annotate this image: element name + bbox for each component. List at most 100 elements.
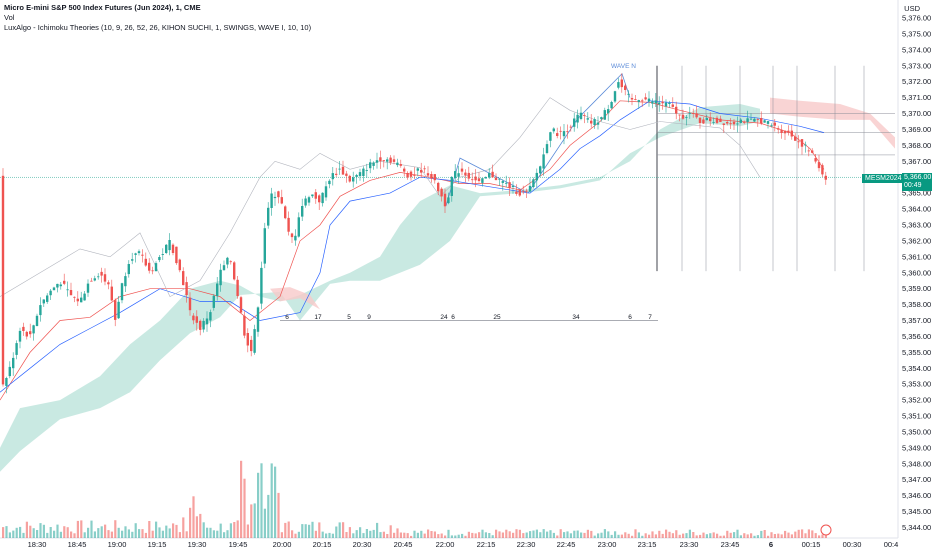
- candle-body: [593, 119, 596, 125]
- volume-bar: [767, 535, 770, 538]
- candle-body: [658, 102, 661, 105]
- volume-bar: [399, 532, 402, 538]
- volume-bar: [226, 530, 229, 538]
- candle-body: [253, 329, 256, 353]
- candle-body: [491, 171, 494, 178]
- ichimoku-cloud: [0, 97, 895, 472]
- price-tick-label: 5,354.00: [902, 364, 931, 373]
- candle-body: [392, 159, 396, 162]
- candle-body: [443, 193, 447, 207]
- candle-body: [739, 119, 742, 123]
- currency-label[interactable]: USD: [904, 4, 920, 13]
- time-tick-label: 22:00: [436, 540, 455, 549]
- candle-body: [692, 113, 695, 114]
- symbol-title[interactable]: Micro E-mini S&P 500 Index Futures (Jun …: [4, 3, 201, 12]
- volume-bar: [141, 529, 144, 538]
- candle-body: [705, 118, 708, 121]
- volume-bar: [433, 531, 436, 538]
- price-tick-label: 5,370.00: [902, 109, 931, 118]
- candle-body: [137, 251, 141, 254]
- last-price-value: 5,366.00: [904, 174, 932, 181]
- volume-bar: [270, 463, 273, 538]
- volume-bar: [508, 531, 511, 538]
- volume-bar: [301, 524, 304, 538]
- candle-body: [35, 315, 39, 326]
- candle-body: [144, 258, 147, 266]
- volume-bar: [53, 530, 56, 538]
- price-tick-label: 5,367.00: [902, 157, 931, 166]
- alert-icon[interactable]: [820, 524, 832, 536]
- candle-body: [641, 100, 644, 102]
- volume-bar: [590, 530, 593, 538]
- candle-body: [749, 118, 753, 120]
- candle-body: [5, 378, 8, 386]
- candle-body: [603, 110, 606, 120]
- candle-body: [573, 118, 576, 127]
- candle-body: [389, 157, 392, 163]
- volume-bar: [457, 534, 460, 538]
- time-axis[interactable]: 18:30 18:45 19:00 19:15 19:30 19:45 20:00 20:15…: [28, 540, 899, 549]
- candle-body: [212, 295, 215, 308]
- candle-body: [794, 136, 797, 141]
- candle-body: [471, 179, 474, 181]
- candle-body: [824, 175, 827, 180]
- volume-bar: [573, 530, 576, 538]
- candle-body: [763, 120, 766, 123]
- candle-body: [399, 164, 402, 166]
- candle-body: [311, 194, 314, 197]
- candle-body: [437, 182, 440, 192]
- candle-body: [100, 271, 103, 276]
- candle-body: [192, 315, 195, 321]
- volume-bar: [804, 533, 807, 538]
- candle-body: [382, 160, 385, 162]
- candle-body: [654, 100, 657, 104]
- volume-bar: [801, 529, 804, 538]
- price-tick-label: 5,353.00: [902, 380, 931, 389]
- candle-body: [29, 331, 32, 335]
- count-label: 17: [314, 314, 322, 321]
- candle-body: [195, 316, 198, 323]
- candle-body: [426, 173, 430, 176]
- volume-bar: [712, 532, 715, 538]
- candle-body: [124, 276, 127, 287]
- volume-bar: [393, 532, 396, 538]
- candle-body: [661, 101, 664, 104]
- candle-body: [175, 246, 178, 264]
- volume-bar: [32, 528, 35, 538]
- volume-bar: [437, 534, 440, 538]
- volume-bar: [209, 527, 212, 538]
- candle-body: [783, 130, 787, 134]
- volume-legend[interactable]: Vol: [4, 13, 15, 22]
- volume-bar: [546, 531, 549, 538]
- volume-bar: [447, 529, 450, 538]
- candle-body: [525, 190, 528, 192]
- candle-body: [396, 162, 399, 166]
- candle-body: [790, 130, 793, 137]
- candle-body: [93, 278, 96, 281]
- volume-bar: [675, 530, 678, 538]
- volume-bar: [726, 530, 729, 538]
- candle-body: [267, 207, 270, 226]
- volume-bar: [668, 531, 671, 538]
- volume-bar: [597, 533, 600, 538]
- volume-bar: [610, 534, 613, 538]
- price-tick-label: 5,348.00: [902, 459, 931, 468]
- candle-body: [596, 122, 600, 125]
- volume-bar: [42, 524, 45, 538]
- volume-bar: [151, 530, 154, 538]
- volume-bar: [359, 527, 362, 538]
- price-axis[interactable]: 5,376.00 5,375.00 5,374.00 5,373.00 5,372.00…: [902, 14, 931, 533]
- price-tick-label: 5,351.00: [902, 412, 931, 421]
- indicator-legend[interactable]: LuxAlgo - Ichimoku Theories (10, 9, 26, …: [4, 23, 312, 32]
- candle-body: [542, 154, 545, 169]
- candle-body: [753, 118, 756, 122]
- candle-body: [294, 235, 297, 241]
- candle-body: [331, 173, 334, 180]
- candle-body: [236, 279, 239, 296]
- time-tick-label: 22:15: [477, 540, 496, 549]
- volume-bar: [83, 532, 86, 538]
- candle-body: [668, 102, 671, 104]
- volume-bar: [648, 534, 651, 538]
- candle-body: [552, 128, 555, 132]
